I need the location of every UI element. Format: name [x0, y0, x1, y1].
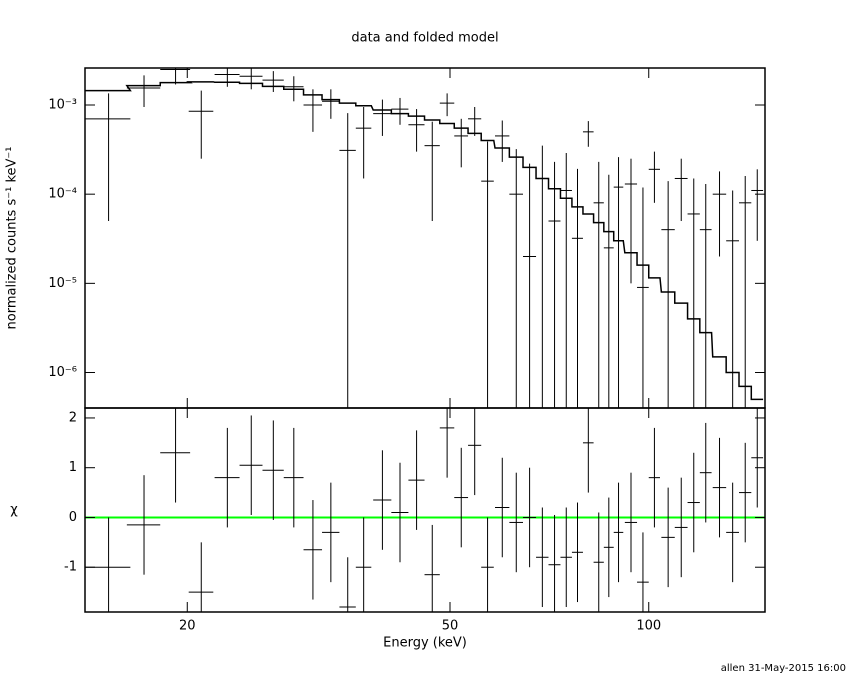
y-tick-label: 1	[69, 460, 77, 475]
model-line	[85, 81, 764, 401]
x-axis-label: Energy (keV)	[383, 636, 467, 651]
plot-area	[85, 68, 764, 408]
chart-title: data and folded model	[351, 31, 498, 46]
y-tick-label: 10⁻⁶	[48, 365, 77, 380]
x-tick-label: 100	[636, 619, 661, 634]
x-tick-label: 20	[179, 619, 196, 634]
y-axis-label: χ	[10, 503, 18, 518]
frame	[84, 407, 766, 613]
plot-area	[85, 408, 765, 612]
y-axis-label: normalized counts s⁻¹ keV⁻¹	[5, 147, 20, 330]
x-tick-label: 50	[442, 619, 459, 634]
y-tick-label: 10⁻⁵	[48, 276, 77, 291]
y-tick-label: 2	[69, 410, 77, 425]
footer: allen 31-May-2015 16:00	[721, 663, 846, 674]
y-tick-label: 0	[69, 510, 77, 525]
y-tick-label: 10⁻⁴	[48, 187, 77, 202]
y-tick-label: -1	[64, 560, 77, 575]
y-tick-label: 10⁻³	[48, 98, 77, 113]
